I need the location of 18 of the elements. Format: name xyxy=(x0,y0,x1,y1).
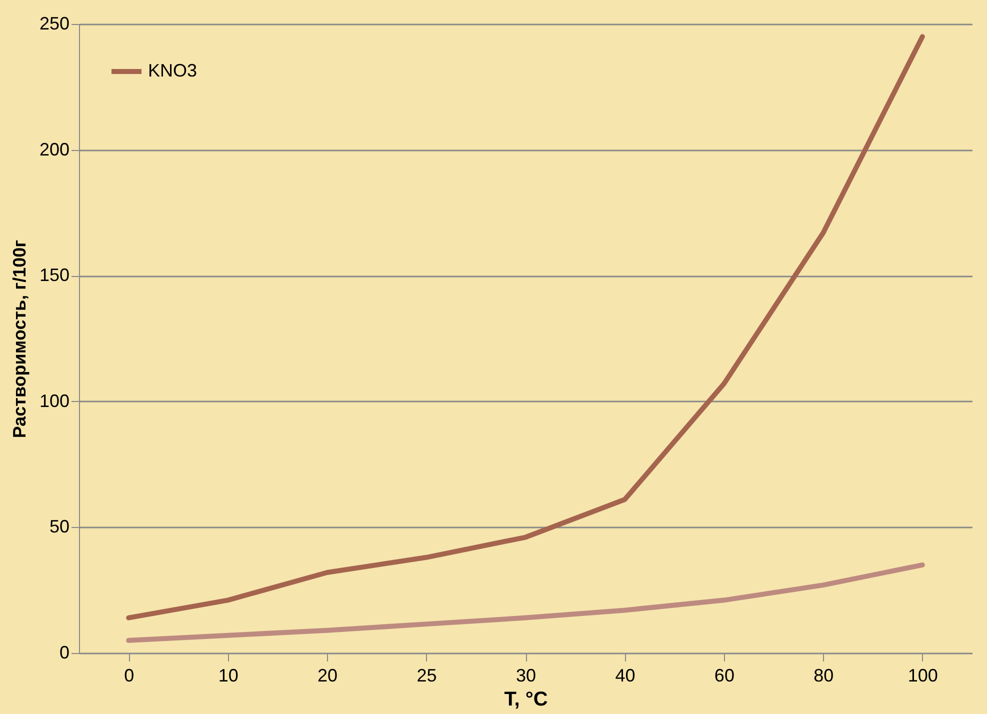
x-axis-title: T, °C xyxy=(504,688,548,710)
y-tick-label: 250 xyxy=(39,14,70,34)
y-tick-label: 200 xyxy=(39,139,70,160)
legend-label: KNO3 xyxy=(148,60,198,80)
x-tick-label: 100 xyxy=(908,666,938,686)
x-tick-label: 30 xyxy=(516,666,536,686)
y-tick-label: 100 xyxy=(39,390,70,411)
x-tick-label: 20 xyxy=(318,666,338,686)
y-tick-label: 150 xyxy=(39,265,70,286)
x-tick-label: 0 xyxy=(124,666,134,686)
x-tick-label: 60 xyxy=(714,666,734,686)
y-tick-label: 0 xyxy=(59,642,70,662)
y-tick-label: 50 xyxy=(49,516,70,537)
y-axis-title: Растворимость, г/100г xyxy=(9,239,30,438)
x-tick-label: 80 xyxy=(814,666,834,686)
x-tick-label: 25 xyxy=(416,666,437,686)
x-tick-label: 40 xyxy=(615,666,636,686)
x-tick-label: 10 xyxy=(218,666,238,686)
